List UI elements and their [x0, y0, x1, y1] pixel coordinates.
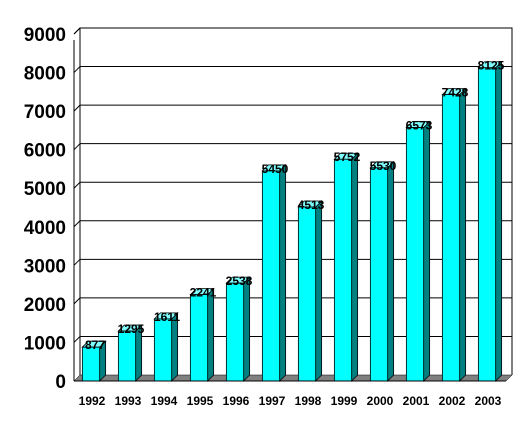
bar-front [441, 94, 461, 382]
data-label: 1611 [154, 310, 180, 324]
bar [297, 200, 323, 382]
bar-front [261, 170, 281, 382]
bar [225, 276, 251, 382]
data-label: 5752 [334, 150, 361, 164]
bar [261, 163, 287, 382]
data-label: 7428 [442, 86, 469, 100]
data-label: 6573 [406, 119, 433, 133]
x-tick-label: 2000 [367, 394, 394, 408]
data-label: 1295 [118, 322, 145, 336]
y-tick-label: 6000 [24, 141, 66, 162]
bar-side [423, 120, 431, 382]
bar-front [153, 318, 173, 382]
data-label: 8125 [478, 59, 505, 73]
bar [477, 60, 503, 382]
bar-side [387, 160, 395, 382]
bar [153, 311, 179, 382]
bar-side [279, 163, 287, 382]
gridline-depth [73, 258, 81, 266]
plot-back-wall [79, 27, 513, 375]
bar-front [117, 330, 137, 382]
x-tick-labels: 1992 1993 1994 1995 1996 1997 1998 1999 2000 2001… [79, 394, 502, 408]
bar-front [333, 158, 353, 382]
bar-side [459, 87, 467, 382]
bar [405, 120, 431, 382]
y-tick-label: 8000 [24, 64, 66, 85]
bar-side [243, 276, 251, 382]
bar-front [297, 206, 317, 382]
x-tick-label: 1999 [331, 394, 358, 408]
x-tick-label: 2002 [439, 394, 466, 408]
x-tick-label: 1993 [115, 394, 142, 408]
y-tick-label: 7000 [24, 102, 66, 123]
data-label: 5450 [262, 162, 289, 176]
bar-front [189, 294, 209, 382]
bar-side [315, 200, 323, 382]
x-tick-label: 1997 [259, 394, 286, 408]
gridline-depth [73, 66, 81, 73]
bar [369, 160, 395, 382]
bar-front [225, 282, 245, 382]
bar-front [477, 67, 497, 382]
bar-side [351, 152, 359, 382]
bar-side [207, 287, 215, 382]
x-tick-label: 1995 [187, 394, 214, 408]
data-label: 5530 [370, 159, 397, 173]
x-tick-label: 2003 [475, 394, 502, 408]
axes [73, 27, 513, 382]
x-tick-label: 1996 [223, 394, 250, 408]
y-tick-label: 0 [55, 372, 66, 393]
gridline-depth [73, 181, 81, 189]
bar-side [495, 60, 503, 382]
gridline-depth [73, 104, 81, 112]
gridline-depth [73, 336, 81, 343]
data-labels: 877 1295 1611 2241 2538 5450 4513 5752 5530 6573 7… [85, 59, 505, 352]
data-label: 877 [85, 338, 105, 352]
data-label: 4513 [298, 198, 325, 212]
x-tick-label: 1994 [151, 394, 178, 408]
gridline-depth [73, 143, 81, 151]
y-tick-label: 5000 [24, 179, 66, 200]
gridline-depth [73, 220, 81, 228]
gridline-depth [73, 297, 81, 305]
bar [441, 87, 467, 382]
y-tick-label: 2000 [24, 295, 66, 316]
y-tick-label: 3000 [24, 256, 66, 277]
x-tick-label: 1992 [79, 394, 106, 408]
x-tick-label: 1998 [295, 394, 322, 408]
bars [81, 60, 503, 382]
bar-front [405, 127, 425, 382]
bar [189, 287, 215, 382]
data-label: 2538 [226, 274, 253, 288]
bar-front [81, 346, 101, 382]
y-tick-label: 4000 [24, 218, 66, 239]
y-tick-labels: 0 1000 2000 3000 4000 5000 6000 7000 8000 9000 [24, 25, 66, 393]
bar [333, 152, 359, 382]
bar-front [369, 167, 389, 382]
data-label: 2241 [190, 286, 217, 300]
y-tick-label: 1000 [24, 333, 66, 354]
x-tick-label: 2001 [403, 394, 430, 408]
y-tick-label: 9000 [24, 25, 66, 46]
bar [117, 324, 143, 382]
y-axis-depth [73, 27, 81, 35]
